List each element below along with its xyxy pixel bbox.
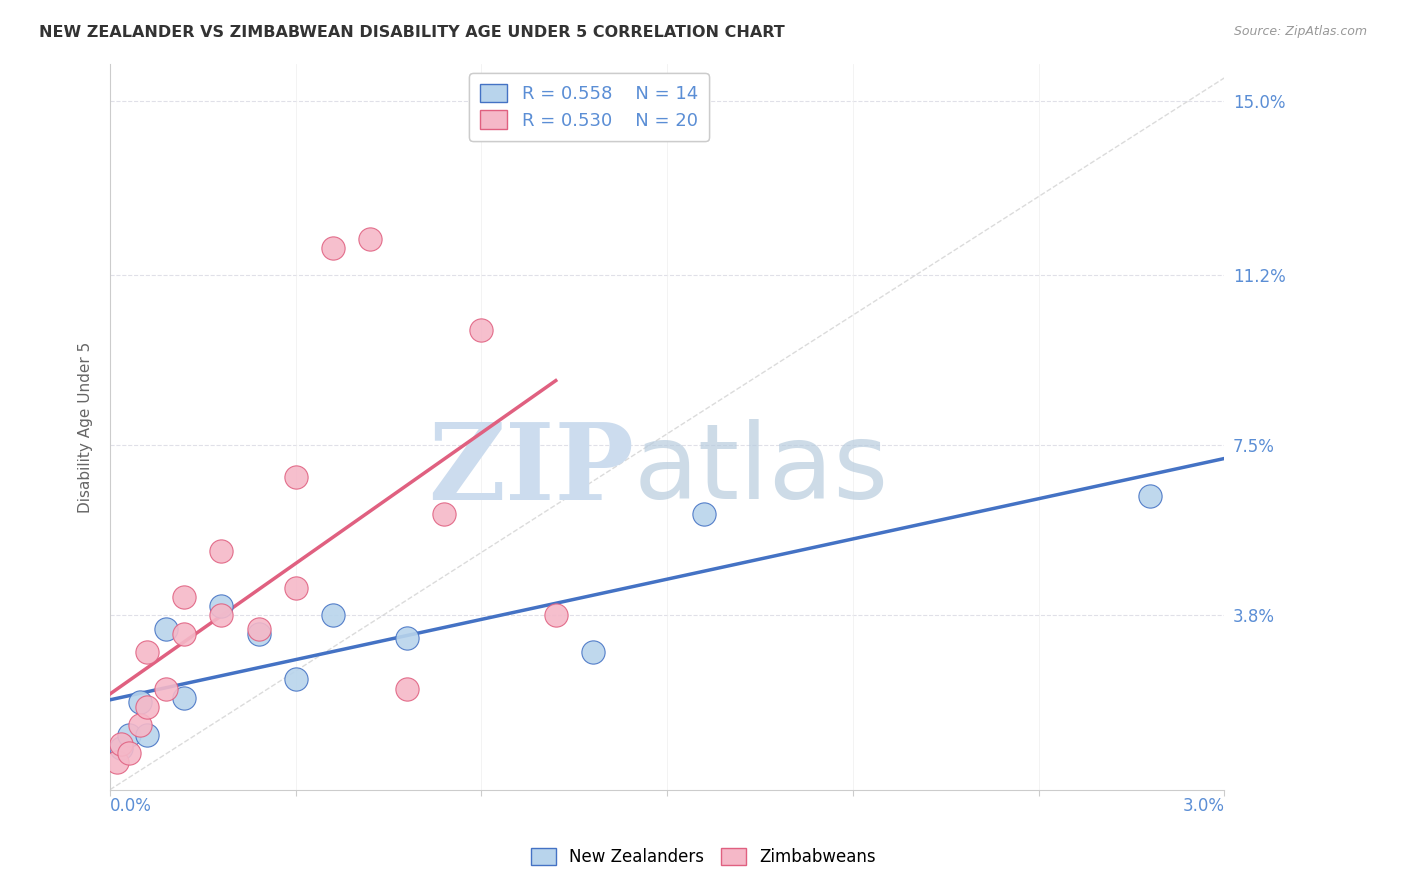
Point (173, 626, 195, 640)
Point (1139, 489, 1161, 503)
Point (247, 626, 270, 640)
Point (322, 241, 344, 255)
Point (359, 231, 381, 245)
Point (284, 470, 307, 484)
Point (322, 608, 344, 623)
Point (209, 608, 232, 623)
Point (396, 681, 419, 696)
Point (136, 645, 159, 659)
Point (155, 622, 177, 636)
Point (136, 700, 159, 714)
Point (470, 323, 492, 337)
Text: atlas: atlas (634, 419, 889, 522)
Point (284, 581, 307, 595)
Text: 0.0%: 0.0% (110, 797, 152, 815)
Point (110, 741, 132, 756)
Point (105, 755, 128, 769)
Text: 3.0%: 3.0% (1182, 797, 1225, 815)
Point (209, 599, 232, 613)
Point (136, 728, 159, 742)
Point (247, 622, 270, 636)
Point (117, 746, 139, 760)
Legend: New Zealanders, Zimbabweans: New Zealanders, Zimbabweans (524, 841, 882, 873)
Point (209, 544, 232, 558)
Point (433, 507, 456, 521)
Y-axis label: Disability Age Under 5: Disability Age Under 5 (79, 342, 93, 513)
Text: NEW ZEALANDER VS ZIMBABWEAN DISABILITY AGE UNDER 5 CORRELATION CHART: NEW ZEALANDER VS ZIMBABWEAN DISABILITY A… (39, 25, 785, 40)
Text: Source: ZipAtlas.com: Source: ZipAtlas.com (1233, 25, 1367, 38)
Point (582, 645, 605, 659)
Text: ZIP: ZIP (427, 419, 634, 522)
Point (110, 737, 132, 751)
Point (173, 590, 195, 604)
Point (155, 681, 177, 696)
Point (544, 608, 567, 623)
Point (173, 690, 195, 705)
Point (693, 507, 716, 521)
Point (128, 718, 150, 732)
Legend: R = 0.558    N = 14, R = 0.530    N = 20: R = 0.558 N = 14, R = 0.530 N = 20 (470, 73, 709, 141)
Point (284, 673, 307, 687)
Point (117, 728, 139, 742)
Point (396, 631, 419, 645)
Point (128, 695, 150, 709)
